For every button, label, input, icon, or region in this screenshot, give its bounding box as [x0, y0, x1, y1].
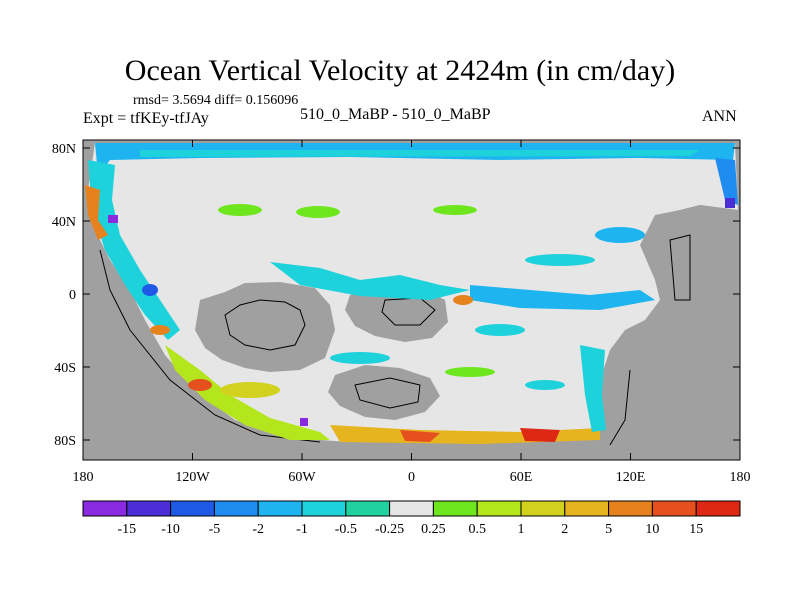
- colorbar-swatch: [389, 500, 434, 517]
- lon-tick-label: 180: [730, 470, 751, 485]
- patch-southwest-yellow: [220, 382, 280, 398]
- patch-basin-green: [445, 367, 495, 377]
- colorbar-label: -0.5: [335, 522, 357, 537]
- colorbar-label: 10: [645, 522, 659, 537]
- patch-east-blue: [595, 227, 645, 243]
- map-title: Ocean Vertical Velocity at 2424m (in cm/…: [124, 54, 676, 87]
- lon-tick-label: 60E: [510, 470, 533, 485]
- band-west-warm: [85, 185, 108, 240]
- coastline: [99, 234, 691, 446]
- colorbar-swatch: [432, 500, 478, 517]
- band-south-hot: [400, 430, 440, 442]
- patch-west-blue: [142, 284, 158, 296]
- patch-northeast-purple: [725, 198, 735, 208]
- colorbar-swatch: [564, 500, 610, 517]
- colorbar-label: 15: [689, 522, 703, 537]
- map-plot-area: [83, 140, 740, 460]
- lon-tick-label: 180: [73, 470, 94, 485]
- landmass-east: [600, 205, 740, 460]
- band-south-east-hot: [520, 428, 560, 442]
- lat-tick-label: 40S: [54, 361, 76, 376]
- season-label: ANN: [702, 108, 737, 125]
- colorbar-label: 5: [605, 522, 612, 537]
- colorbar-label: -10: [161, 522, 180, 537]
- stats-text: rmsd= 3.5694 diff= 0.156096: [133, 93, 299, 108]
- colorbar-swatch: [608, 500, 653, 517]
- colorbar-swatch: [345, 500, 391, 517]
- band-northeast: [715, 158, 738, 205]
- case-label: 510_0_MaBP - 510_0_MaBP: [300, 106, 491, 123]
- lat-tick-label: 80S: [54, 434, 76, 449]
- colorbar-swatch: [520, 500, 566, 517]
- colorbar-label: 0.5: [468, 522, 486, 537]
- colorbar-swatch: [695, 500, 741, 517]
- lon-tick-label: 120E: [616, 470, 646, 485]
- patch-west-orange: [150, 325, 170, 335]
- landmass-central: [345, 288, 448, 342]
- patch-interior-blue: [525, 254, 595, 266]
- patch-southwest-red: [188, 379, 212, 391]
- colorbar-swatch: [476, 500, 522, 517]
- band-west: [88, 160, 180, 340]
- lon-tick-label: 120W: [175, 470, 210, 485]
- colorbar-swatch: [170, 500, 215, 517]
- colorbar: -15 -10 -5 -2 -1 -0.5 -0.25 0.25 0.5 1 2 5 10 15: [82, 500, 741, 537]
- colorbar-swatch: [651, 500, 697, 517]
- longitude-ticks: 180 120W 60W 0 60E 120E 180: [73, 140, 751, 485]
- lat-tick-label: 40N: [52, 215, 76, 230]
- colorbar-swatch: [301, 500, 347, 517]
- patch-basin-teal-1: [475, 324, 525, 336]
- patch-north-green-1: [218, 204, 262, 216]
- band-equatorial-east: [470, 285, 655, 310]
- colorbar-label: 0.25: [421, 522, 446, 537]
- patch-north-green-2: [296, 206, 340, 218]
- colorbar-label: 2: [561, 522, 568, 537]
- patch-equatorial-orange: [453, 295, 473, 305]
- colorbar-label: -1: [296, 522, 308, 537]
- landmass-west: [195, 282, 335, 372]
- patch-north-green-3: [433, 205, 477, 215]
- colorbar-label: 1: [518, 522, 525, 537]
- experiment-label: Expt = tfKEy-tfJAy: [83, 110, 209, 127]
- colorbar-label: -0.25: [375, 522, 404, 537]
- lon-tick-label: 0: [408, 470, 415, 485]
- colorbar-swatch: [213, 500, 259, 517]
- lat-tick-label: 0: [69, 288, 76, 303]
- band-equatorial-west: [270, 262, 470, 300]
- colorbar-label: -2: [252, 522, 264, 537]
- patch-northwest-purple: [108, 215, 118, 223]
- band-north-inner: [140, 150, 700, 157]
- lat-tick-label: 80N: [52, 142, 76, 157]
- band-southwest: [165, 345, 330, 440]
- colorbar-label: -15: [117, 522, 136, 537]
- colorbar-label: -5: [209, 522, 221, 537]
- patch-basin-teal-2: [330, 352, 390, 364]
- colorbar-swatch: [126, 500, 172, 517]
- patch-basin-teal-3: [525, 380, 565, 390]
- band-east: [580, 345, 606, 432]
- landmass-south: [328, 365, 440, 420]
- velocity-patches: [85, 143, 738, 444]
- colorbar-swatch: [257, 500, 303, 517]
- patch-south-purple: [300, 418, 308, 426]
- colorbar-swatch: [82, 500, 128, 517]
- lon-tick-label: 60W: [288, 470, 316, 485]
- latitude-ticks: 80N 40N 0 40S 80S: [52, 142, 740, 449]
